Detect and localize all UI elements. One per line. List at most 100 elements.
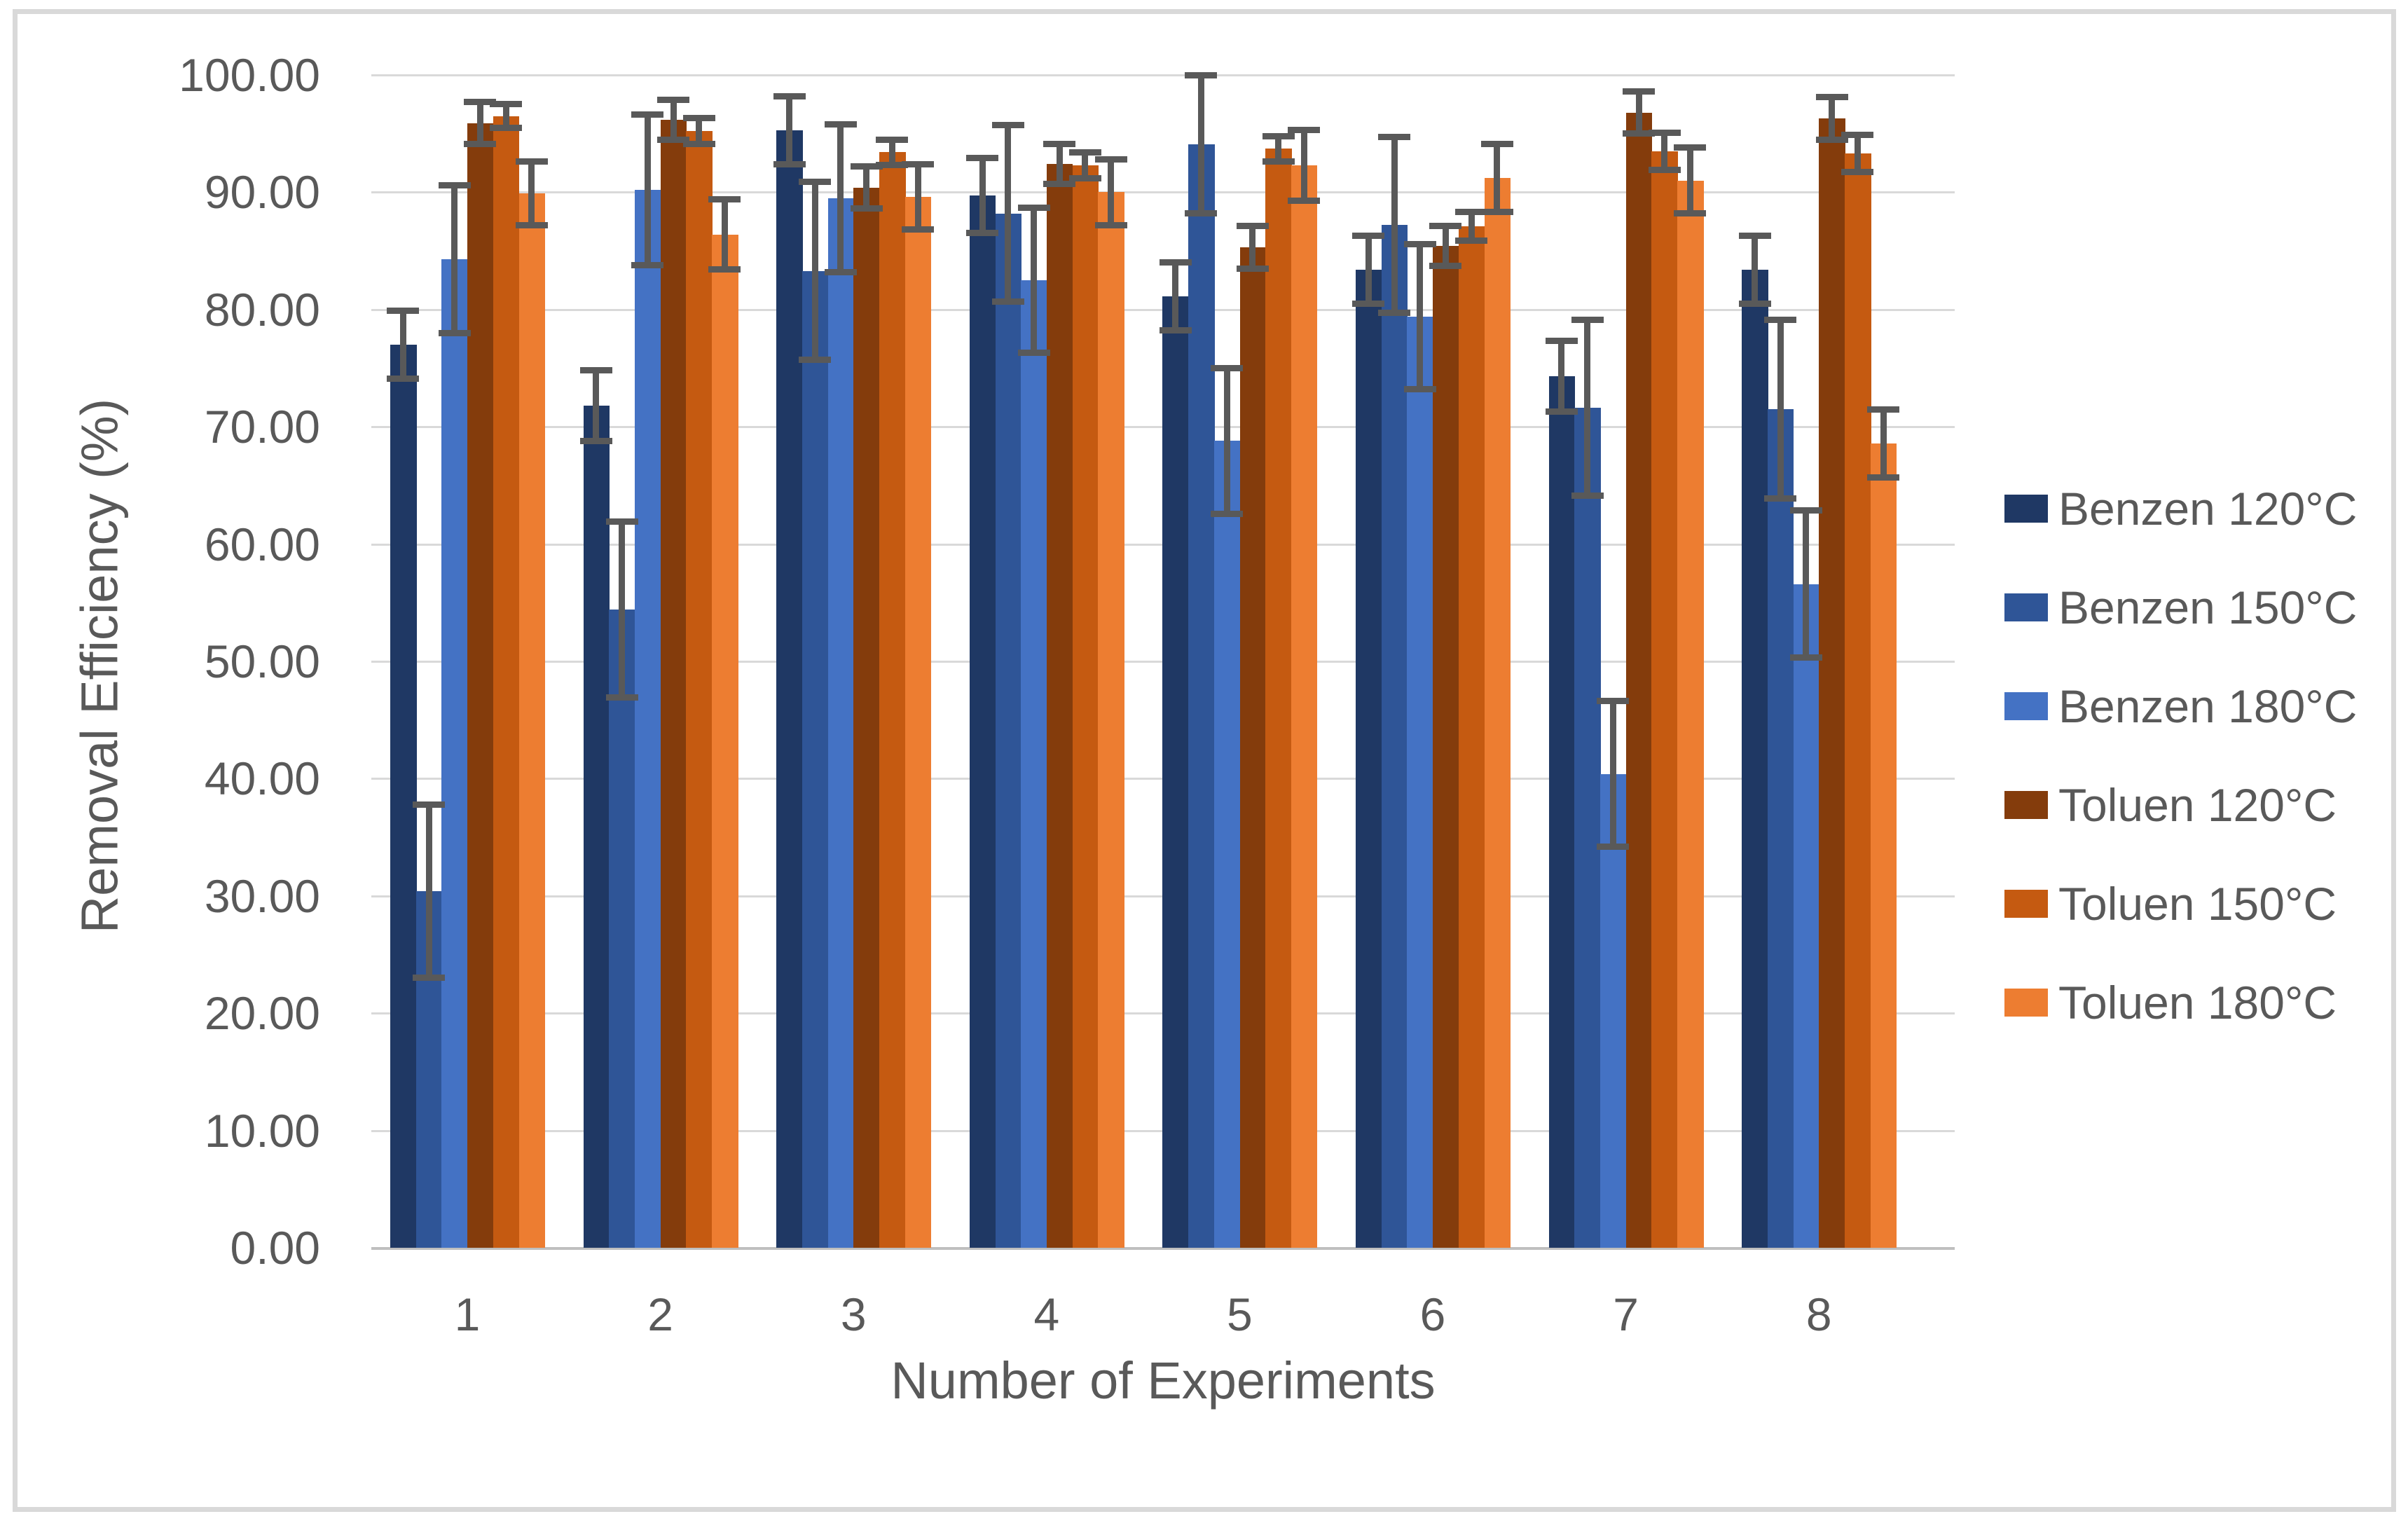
bar-benzen-180-c-exp8 [1793, 584, 1820, 1248]
error-bar-cap [1841, 131, 1874, 138]
error-bar-cap [1545, 338, 1578, 345]
y-tick-label: 20.00 [204, 987, 320, 1040]
x-tick-label: 8 [1805, 1288, 1832, 1340]
error-bar-cap [1455, 209, 1488, 216]
error-bar [1803, 510, 1810, 658]
error-bar [1777, 319, 1784, 499]
error-bar-cap [1378, 310, 1411, 317]
bar-toluen-120-c-exp7 [1625, 112, 1653, 1248]
bar-benzen-150-c-exp6 [1381, 225, 1408, 1248]
error-bar-cap [1211, 365, 1244, 371]
x-tick-label: 2 [647, 1288, 673, 1340]
bar-benzen-120-c-exp6 [1356, 269, 1382, 1248]
error-bar [1661, 132, 1668, 170]
x-tick-label: 7 [1613, 1288, 1639, 1340]
legend-swatch [2004, 890, 2048, 918]
error-bar-cap [799, 357, 832, 364]
error-bar-cap [1352, 232, 1385, 239]
bar-toluen-120-c-exp5 [1239, 247, 1266, 1248]
y-tick-label: 10.00 [204, 1104, 320, 1157]
error-bar-cap [966, 230, 999, 237]
error-bar-cap [1545, 408, 1578, 415]
error-bar [1494, 144, 1501, 212]
error-bar [502, 104, 509, 128]
legend-swatch [2004, 593, 2048, 621]
error-bar-cap [1262, 132, 1295, 139]
y-tick-label: 80.00 [204, 283, 320, 336]
x-tick-label: 3 [840, 1288, 867, 1340]
error-bar-cap [708, 195, 741, 202]
error-bar-cap [1815, 94, 1848, 101]
error-bar-cap [1815, 136, 1848, 143]
x-tick-label: 6 [1419, 1288, 1446, 1340]
error-bar-cap [1571, 493, 1604, 500]
error-bar-cap [1262, 158, 1295, 165]
error-bar [1752, 235, 1759, 304]
legend-label: Benzen 150°C [2058, 581, 2358, 633]
y-tick-label: 0.00 [230, 1222, 320, 1274]
error-bar-cap [464, 99, 497, 105]
error-bar-cap [1043, 181, 1076, 188]
error-bar-cap [1623, 88, 1656, 95]
legend-swatch [2004, 989, 2048, 1017]
y-tick-label: 90.00 [204, 166, 320, 219]
error-bar-cap [1429, 223, 1462, 230]
error-bar [979, 158, 986, 233]
error-bar-cap [1674, 144, 1707, 151]
error-bar-cap [515, 158, 548, 165]
y-tick-label: 30.00 [204, 869, 320, 922]
y-tick-label: 70.00 [204, 401, 320, 453]
error-bar-cap [1068, 174, 1101, 181]
bar-toluen-120-c-exp2 [660, 119, 687, 1248]
error-bar-cap [902, 160, 935, 167]
bar-benzen-150-c-exp7 [1574, 408, 1601, 1248]
error-bar-cap [773, 92, 806, 99]
x-tick-label: 4 [1033, 1288, 1060, 1340]
error-bar [1584, 319, 1591, 496]
y-tick-label: 100.00 [179, 49, 320, 101]
error-bar-cap [1867, 406, 1900, 413]
chart-border [13, 9, 2396, 1512]
error-bar-cap [1352, 300, 1385, 307]
error-bar-cap [438, 181, 471, 188]
error-bar-cap [1288, 127, 1321, 134]
error-bar-cap [1236, 265, 1269, 272]
bar-toluen-180-c-exp5 [1291, 165, 1318, 1248]
error-bar [528, 161, 535, 226]
error-bar-cap [438, 329, 471, 336]
error-bar [1880, 409, 1887, 478]
bar-benzen-150-c-exp2 [609, 610, 635, 1248]
error-bar-cap [850, 205, 883, 212]
error-bar [1275, 136, 1282, 162]
y-tick-label: 40.00 [204, 752, 320, 805]
error-bar [670, 99, 677, 140]
error-bar [1223, 368, 1230, 514]
bar-benzen-180-c-exp7 [1600, 773, 1627, 1248]
error-bar-cap [1597, 698, 1630, 705]
error-bar [1197, 75, 1204, 214]
error-bar [1468, 212, 1475, 241]
legend-label: Benzen 120°C [2058, 483, 2358, 535]
error-bar-cap [876, 136, 909, 143]
error-bar-cap [1648, 129, 1681, 136]
error-bar-cap [1185, 210, 1218, 217]
y-tick-label: 60.00 [204, 518, 320, 570]
error-bar-cap [1789, 507, 1822, 514]
error-bar-cap [773, 160, 806, 167]
error-bar-cap [387, 307, 420, 314]
error-bar [914, 164, 921, 230]
error-bar-cap [824, 268, 857, 275]
error-bar-cap [1571, 317, 1604, 324]
bar-benzen-120-c-exp3 [776, 130, 803, 1248]
error-bar [1854, 135, 1861, 172]
error-bar [1365, 235, 1372, 304]
bar-toluen-150-c-exp8 [1845, 153, 1871, 1248]
error-bar-cap [1094, 156, 1127, 163]
error-bar [476, 102, 483, 144]
error-bar-cap [413, 975, 446, 982]
error-bar [1056, 144, 1063, 184]
bar-benzen-150-c-exp4 [995, 213, 1021, 1248]
error-bar-cap [682, 115, 715, 122]
error-bar-cap [464, 141, 497, 148]
